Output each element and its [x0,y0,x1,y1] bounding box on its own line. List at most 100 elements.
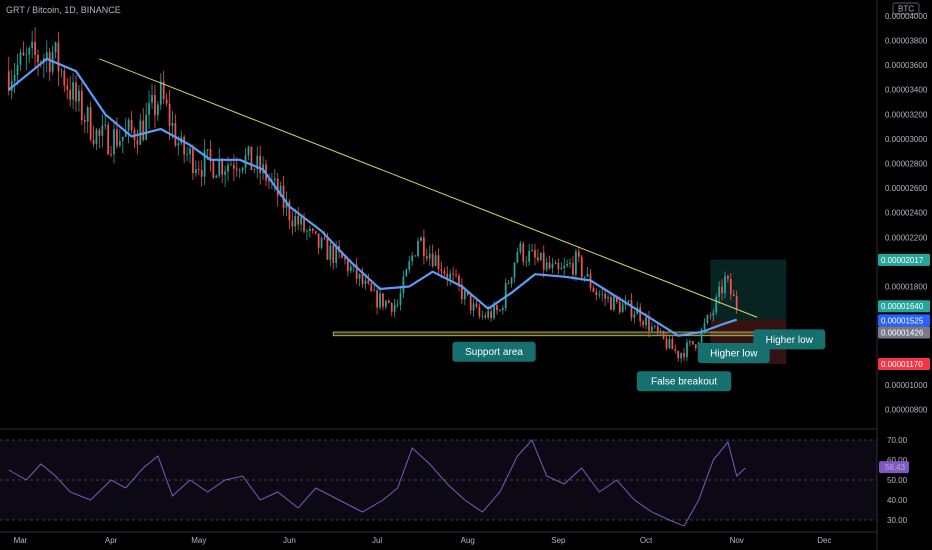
annotation-box [636,371,732,392]
candle-body [83,120,86,122]
candle-body [127,120,130,131]
candle-86 [259,145,262,185]
candle-body [531,250,533,251]
y-tick-label-5: 0.00003000 [885,135,928,144]
candle-body [200,169,203,177]
y-tick-label-2: 0.00003600 [885,61,928,70]
annotation-box [753,329,826,350]
candle-body [694,344,697,349]
candle-26 [83,114,86,134]
candle-body [151,94,153,103]
candle-body [13,74,16,82]
y-tick-label-6: 0.00002800 [885,159,928,168]
candle-body [273,178,276,181]
candle-135 [402,270,405,298]
candle-17 [57,31,60,87]
candle-body [341,251,343,258]
x-tick-label-9: Dec [817,536,831,545]
time-axis[interactable]: Mar Apr May Jun Jul Aug Sep Oct Nov Dec [0,531,877,545]
candle-8 [31,30,34,59]
annotation-text: Support area [465,347,523,358]
candle-202 [598,290,601,299]
candle-body [326,238,329,260]
candle-225 [665,333,668,351]
candle-222 [656,323,659,336]
candle-body [7,71,10,91]
candle-246 [727,274,729,283]
candle-body [241,167,244,171]
candle-66 [200,160,203,187]
candle-205 [607,293,609,304]
candle-body [522,243,525,262]
candle-62 [189,143,191,164]
candle-body [428,253,431,259]
candle-body [358,274,361,279]
candle-body [437,255,440,270]
candle-130 [387,299,390,304]
x-tick-label-1: Apr [105,536,118,545]
candle-body [171,122,174,127]
candle-23 [75,74,77,112]
candle-body [54,42,57,53]
candle-body [393,304,396,312]
candle-60 [183,134,186,164]
candle-189 [560,262,563,270]
candle-161 [478,303,481,319]
candle-61 [186,146,188,162]
candle-body [306,230,308,232]
candle-body [633,314,636,318]
candle-body [367,280,370,284]
candle-body [124,130,127,137]
candle-149 [443,267,446,277]
candle-132 [393,298,396,318]
candle-body [440,269,443,272]
candle-173 [513,261,516,284]
candle-105 [314,230,317,235]
candle-body [373,290,376,292]
candle-body [376,290,378,308]
candle-body [481,315,484,317]
candle-body [423,237,425,257]
candle-body [683,353,685,357]
candle-194 [575,248,577,282]
candle-182 [539,252,542,262]
candle-body [545,262,548,270]
candle-body [580,256,583,278]
descending-trendline[interactable] [99,58,758,318]
chart-title: GRT / Bitcoin, 1D, BINANCE [6,5,121,15]
candle-25 [80,82,83,126]
candle-body [613,296,615,310]
candle-body [57,42,60,72]
candle-207 [613,296,615,312]
candle-body [563,265,566,269]
candle-248 [732,289,735,297]
candle-body [288,201,291,221]
candle-116 [346,257,349,277]
candle-169 [501,305,504,315]
candle-body [484,315,487,318]
candle-body [113,129,115,155]
candle-body [335,246,338,264]
candle-16 [54,41,57,59]
candle-body [528,250,531,262]
candle-body [557,262,560,270]
candle-158 [469,294,472,315]
annotation-1: False breakout [636,371,732,392]
price-tag-box [878,253,930,266]
candle-174 [516,247,519,264]
candle-181 [537,248,539,263]
candle-body [45,52,48,59]
candle-body [469,294,472,311]
candle-body [110,154,112,156]
candle-body [668,339,671,349]
candle-body [192,148,194,174]
candle-body [78,90,80,102]
candle-body [458,275,460,285]
candle-body [595,291,598,296]
candle-139 [414,254,416,257]
candle-body [22,52,25,56]
candle-233 [689,339,691,347]
candle-body [425,256,428,259]
